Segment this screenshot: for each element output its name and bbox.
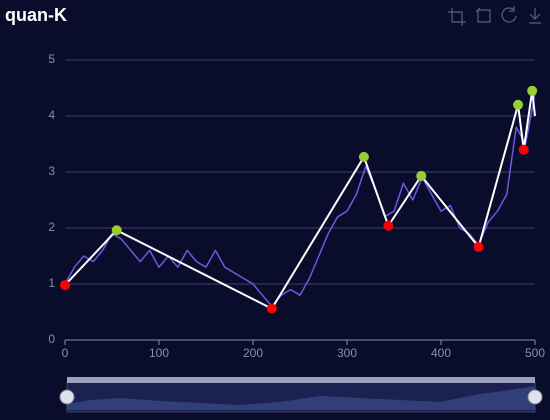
x-tick-label: 200 [243,346,263,360]
point [60,280,70,291]
x-tick-label: 300 [337,346,357,360]
point [358,151,369,162]
y-tick-label: 0 [48,332,55,346]
y-tick-label: 3 [48,164,55,178]
zoom-bar[interactable] [67,377,535,383]
y-tick-label: 4 [48,108,55,122]
point [513,99,524,110]
point [266,303,277,314]
y-tick-label: 2 [48,220,55,234]
zoom-preview [67,386,535,410]
x-tick-label: 100 [149,346,169,360]
y-tick-label: 5 [48,52,55,66]
series-line [64,93,536,308]
zoom-icon[interactable] [448,8,466,26]
series-line [64,89,536,310]
restore-icon[interactable] [501,6,517,23]
save-icon[interactable] [529,8,541,24]
zoom-reset-icon[interactable] [475,7,491,23]
zoom-handle[interactable] [527,389,543,405]
point [111,225,122,236]
x-tick-label: 400 [431,346,451,360]
point [416,170,427,181]
y-tick-label: 1 [48,276,55,290]
point [383,220,394,231]
point [473,242,484,253]
point [527,85,538,96]
toolbox[interactable] [448,6,541,26]
data-zoom[interactable] [59,377,543,413]
point [518,144,529,155]
x-tick-label: 500 [525,346,545,360]
chart-title: quan-K [5,5,67,25]
x-tick-label: 0 [62,346,69,360]
zoom-handle[interactable] [59,389,75,405]
